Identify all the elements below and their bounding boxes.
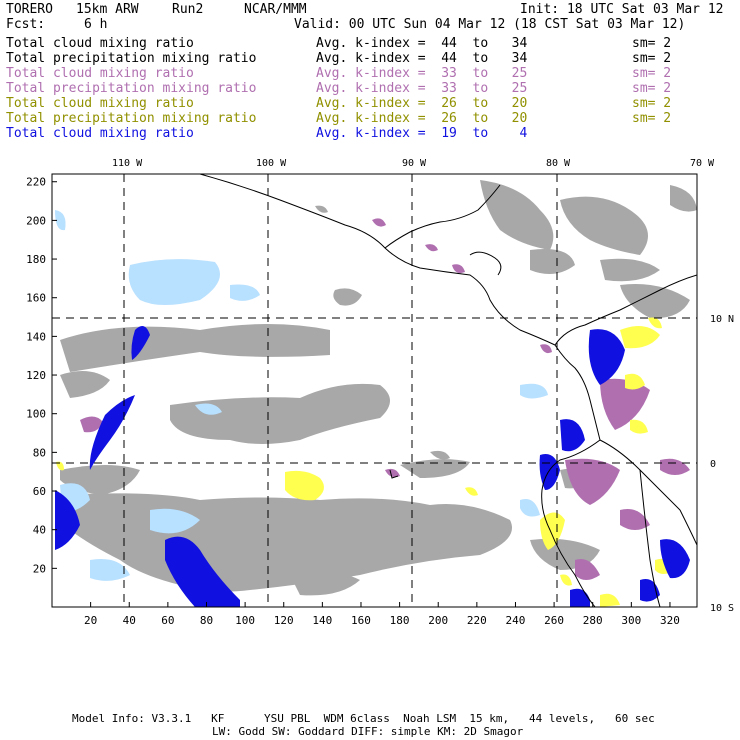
y-tick-label: 180: [26, 253, 46, 266]
lat-labels: 10 N 0 10 S: [710, 314, 734, 614]
y-tick-label: 80: [33, 446, 46, 459]
lat-label: 10 S: [710, 603, 734, 614]
forecast-hour: 6 h: [84, 17, 108, 32]
model-resolution: 15km ARW: [76, 2, 139, 17]
init-time: Init: 18 UTC Sat 03 Mar 12: [520, 2, 724, 17]
lon-labels: 110 W 100 W 90 W 80 W 70 W: [112, 158, 715, 169]
y-tick-labels: 220 200 180 160 140 120 100 80 60 40 20: [26, 176, 46, 576]
model-run: Run2: [172, 2, 204, 17]
legend-field: Total cloud mixing ratio: [6, 96, 194, 111]
physics-info: LW: Godd SW: Goddard DIFF: simple KM: 2D…: [212, 725, 524, 738]
x-tick-labels: 20 40 60 80 100 120 140 160 180 200 220 240 260 280 30…: [84, 614, 680, 627]
x-tick-label: 240: [506, 614, 526, 627]
cloud-field-dark-blue: [55, 326, 690, 607]
x-tick-label: 140: [312, 614, 332, 627]
y-tick-label: 200: [26, 214, 46, 227]
lon-label: 70 W: [690, 158, 715, 169]
model-org: NCAR/MMM: [244, 2, 307, 17]
y-tick-label: 40: [33, 524, 46, 537]
y-tick-label: 220: [26, 176, 46, 189]
lon-label: 90 W: [402, 158, 427, 169]
x-tick-label: 220: [467, 614, 487, 627]
legend-row: Total precipitation mixing ratio Avg. k-…: [6, 111, 726, 126]
x-tick-label: 20: [84, 614, 97, 627]
plot-frame: [51, 173, 698, 608]
legend-row: Total cloud mixing ratio Avg. k-index = …: [6, 126, 726, 141]
x-tick-label: 300: [621, 614, 641, 627]
x-tick-label: 260: [544, 614, 564, 627]
y-tick-label: 60: [33, 485, 46, 498]
y-tick-label: 20: [33, 562, 46, 575]
legend-kindex: Avg. k-index = 26 to 20: [316, 96, 528, 111]
legend-smoothing: sm= 2: [632, 96, 672, 111]
lon-label: 100 W: [256, 158, 287, 169]
x-tick-label: 280: [583, 614, 603, 627]
model-info: Model Info: V3.3.1 KF YSU PBL WDM 6class…: [72, 712, 655, 725]
legend-kindex: Avg. k-index = 33 to 25: [316, 66, 528, 81]
model-name: TORERO: [6, 2, 53, 17]
lat-label: 0: [710, 459, 716, 470]
legend-field: Total precipitation mixing ratio: [6, 51, 257, 66]
valid-time: Valid: 00 UTC Sun 04 Mar 12 (18 CST Sat …: [294, 17, 686, 32]
legend-kindex: Avg. k-index = 44 to 34: [316, 51, 528, 66]
x-tick-label: 160: [351, 614, 371, 627]
legend-row: Total precipitation mixing ratio Avg. k-…: [6, 81, 726, 96]
legend-field: Total cloud mixing ratio: [6, 126, 194, 141]
x-tick-label: 180: [390, 614, 410, 627]
y-tick-label: 160: [26, 292, 46, 305]
legend-smoothing: sm= 2: [632, 51, 672, 66]
lat-lon-grid: [52, 174, 697, 607]
legend-smoothing: sm= 2: [632, 111, 672, 126]
y-tick-label: 100: [26, 408, 46, 421]
legend-kindex: Avg. k-index = 26 to 20: [316, 111, 528, 126]
x-tick-label: 60: [161, 614, 174, 627]
legend-row: Total cloud mixing ratio Avg. k-index = …: [6, 36, 726, 51]
legend-field: Total cloud mixing ratio: [6, 36, 194, 51]
axis-ticks: [52, 181, 671, 607]
x-tick-label: 80: [200, 614, 213, 627]
legend-row: Total cloud mixing ratio Avg. k-index = …: [6, 96, 726, 111]
legend-kindex: Avg. k-index = 19 to 4: [316, 126, 528, 141]
lon-label: 80 W: [546, 158, 571, 169]
legend-smoothing: sm= 2: [632, 81, 672, 96]
legend-smoothing: sm= 2: [632, 36, 672, 51]
legend-kindex: Avg. k-index = 44 to 34: [316, 36, 528, 51]
x-tick-label: 320: [660, 614, 680, 627]
x-tick-label: 40: [123, 614, 136, 627]
coastlines: [199, 174, 697, 607]
legend-kindex: Avg. k-index = 33 to 25: [316, 81, 528, 96]
x-tick-label: 100: [235, 614, 255, 627]
legend-row: Total precipitation mixing ratio Avg. k-…: [6, 51, 726, 66]
cloud-field-light-blue: [55, 210, 548, 581]
forecast-label: Fcst:: [6, 17, 46, 32]
y-tick-label: 120: [26, 369, 46, 382]
legend-field: Total precipitation mixing ratio: [6, 111, 257, 126]
x-tick-label: 200: [428, 614, 448, 627]
legend-smoothing: sm= 2: [632, 66, 672, 81]
legend-field: Total cloud mixing ratio: [6, 66, 194, 81]
lon-label: 110 W: [112, 158, 143, 169]
legend-field: Total precipitation mixing ratio: [6, 81, 257, 96]
y-tick-label: 140: [26, 330, 46, 343]
lat-label: 10 N: [710, 314, 734, 325]
field-layers: [55, 180, 697, 607]
x-tick-label: 120: [274, 614, 294, 627]
legend-row: Total cloud mixing ratio Avg. k-index = …: [6, 66, 726, 81]
